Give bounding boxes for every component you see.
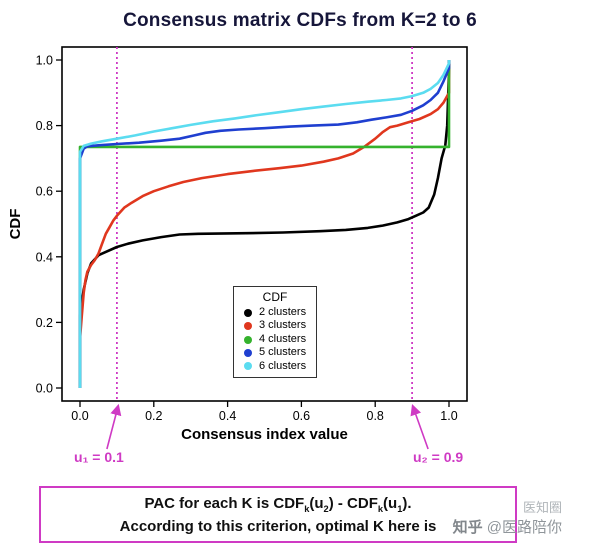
pac-formula-sub: k: [377, 503, 384, 514]
pac-formula-part: ) - CDF: [328, 494, 378, 512]
y-tick-label: 0.2: [36, 316, 53, 330]
legend-rows: 2 clusters 3 clusters 4 clusters 5 clusters…: [234, 306, 316, 373]
cutoff-label: u₂ = 0.9: [413, 449, 463, 465]
x-tick-label: 0.0: [71, 409, 88, 423]
legend-item: 2 clusters: [234, 306, 316, 319]
series-line-6-clusters: [78, 60, 451, 388]
pac-formula-sub: 1: [397, 503, 403, 514]
x-tick-label: 0.8: [367, 409, 384, 423]
pac-formula-sub: 2: [323, 503, 329, 514]
y-tick-label: 1.0: [36, 54, 53, 68]
x-tick-label: 0.4: [219, 409, 236, 423]
x-axis-label: Consensus index value: [181, 426, 348, 443]
legend-item: 3 clusters: [234, 319, 316, 332]
legend-label: 2 clusters: [259, 306, 307, 318]
pac-conclusion: According to this criterion, optimal K h…: [119, 517, 437, 535]
legend-title: CDF: [262, 290, 288, 304]
pac-formula-part: ).: [402, 494, 412, 512]
pac-formula-part: (u: [383, 494, 398, 512]
legend-item: 4 clusters: [234, 333, 316, 346]
x-tick-label: 1.0: [440, 409, 457, 423]
cutoff-arrow: [410, 403, 429, 450]
legend-dot: [244, 322, 252, 331]
y-axis-label: CDF: [7, 209, 24, 240]
y-tick-label: 0.0: [36, 382, 53, 396]
legend-label: 4 clusters: [259, 332, 307, 345]
watermark: 知乎 @医路陪你: [453, 516, 562, 537]
legend-item: 6 clusters: [234, 360, 316, 373]
plot-border: [61, 46, 468, 402]
pac-formula-part: (u: [309, 494, 324, 512]
series-line-3-clusters: [78, 60, 451, 388]
y-tick-label: 0.6: [36, 185, 53, 199]
series-line-5-clusters: [78, 60, 451, 388]
legend-item: 5 clusters: [234, 346, 316, 359]
legend-label: 5 clusters: [259, 346, 307, 359]
y-tick-label: 0.4: [36, 250, 53, 264]
legend-dot: [244, 348, 252, 357]
legend-dot: [244, 335, 252, 344]
watermark-handle: @医路陪你: [486, 519, 562, 536]
pac-formula-part: PAC for each K is CDF: [144, 494, 305, 512]
pac-formula: PAC for each K is CDFk(u2) - CDFk(u1).: [144, 495, 411, 514]
legend-dot: [244, 362, 252, 371]
legend-label: 3 clusters: [259, 319, 307, 332]
pac-note-box: PAC for each K is CDFk(u2) - CDFk(u1). A…: [39, 486, 517, 543]
x-tick-label: 0.6: [293, 409, 310, 423]
cutoff-label: u₁ = 0.1: [74, 449, 124, 465]
chart-title: Consensus matrix CDFs from K=2 to 6: [123, 10, 477, 31]
cutoff-arrow: [106, 403, 122, 450]
consensus-cdf-chart: u₁ = 0.1 u₂ = 0.9 0.0 0.2 0.4 0.6 0.8 1.0 0.0 0.2…: [7, 46, 468, 465]
pac-formula-sub: k: [304, 503, 310, 514]
legend-label: 6 clusters: [259, 359, 307, 372]
y-tick-label: 0.8: [36, 119, 53, 133]
watermark-brand: 知乎: [452, 519, 483, 536]
chart-legend: CDF 2 clusters 3 clusters 4 clusters 5 clus…: [233, 286, 317, 379]
legend-dot: [244, 308, 252, 317]
x-tick-label: 0.2: [145, 409, 162, 423]
watermark-side-text: 医知圈: [522, 500, 562, 515]
